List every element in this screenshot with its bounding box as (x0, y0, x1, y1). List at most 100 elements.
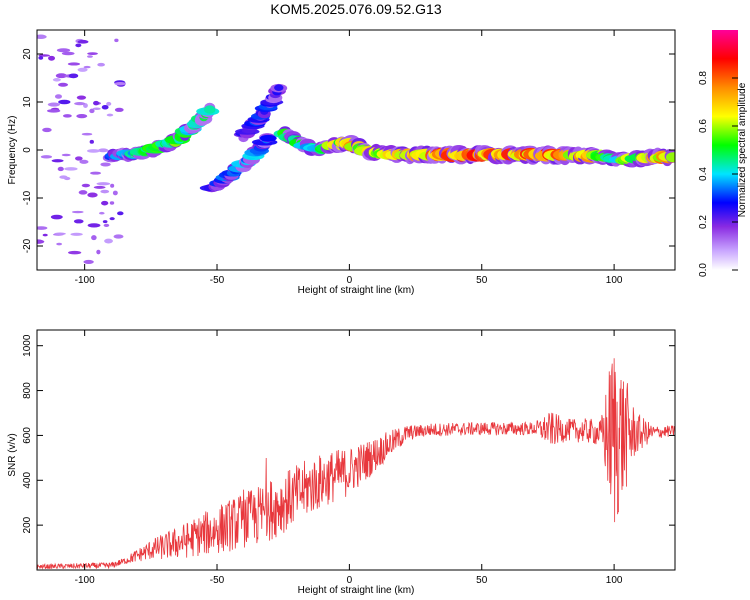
x-tick-label: -100 (75, 275, 95, 286)
spectrogram-cell (79, 159, 89, 164)
spectrogram-cell (78, 190, 88, 195)
spectrogram-cell (76, 95, 87, 100)
spectrogram-cell (109, 201, 115, 205)
spectrogram-cell (97, 148, 109, 153)
spectrogram-cell (76, 114, 88, 119)
spectrogram-cell (109, 217, 115, 221)
x-tick-label: 50 (476, 575, 488, 586)
spectrogram-cell (91, 235, 97, 241)
spectrogram-cell (204, 105, 216, 114)
spectrogram-cell (102, 220, 108, 224)
colorbar-gradient (712, 30, 738, 270)
chart-title: KOM5.2025.076.09.52.G13 (270, 1, 441, 17)
spectrogram-cell (70, 232, 83, 236)
spectrogram-cell (81, 132, 93, 136)
spectrogram-marks (37, 34, 675, 264)
spectrogram-cell (96, 182, 111, 186)
spectrogram-cell (51, 159, 64, 163)
x-tick-label: -100 (75, 575, 95, 586)
spectrogram-cell (274, 84, 284, 91)
spectrogram-cell (77, 39, 89, 44)
snr-x-ticks: -100 -50 0 50 100 (75, 330, 623, 586)
spectrogram-cell (68, 250, 82, 255)
spectrogram-cell (86, 149, 101, 153)
spectrogram-cell (61, 153, 71, 157)
spectrogram-cell (93, 100, 100, 106)
spectrogram-cell (42, 127, 52, 133)
y-tick-label: 0 (22, 147, 33, 153)
spectrogram-cell (87, 52, 98, 56)
spectrogram-cell (40, 155, 53, 159)
x-tick-label: 100 (606, 575, 623, 586)
spectrogram-cell (87, 223, 101, 228)
spectrogram-cell (101, 105, 109, 110)
spectrogram-cell (87, 192, 98, 198)
spectrogram-cell (97, 62, 105, 67)
spectrogram-cell (38, 55, 44, 60)
spectrogram-cell (37, 226, 48, 230)
snr-plot-area (37, 330, 675, 570)
colorbar-tick-label: 0.4 (698, 167, 709, 181)
spectrogram-cell (57, 166, 64, 172)
y-tick-label: 20 (22, 48, 33, 60)
spectrogram-cell (47, 102, 60, 107)
spectrogram-cell (89, 108, 95, 114)
spectrogram-x-label: Height of straight line (km) (298, 285, 415, 296)
colorbar-tick-label: 0.2 (698, 215, 709, 229)
y-tick-label: 200 (22, 516, 33, 533)
spectrogram-cell (106, 113, 114, 117)
snr-frame (36, 329, 676, 571)
spectrogram-cell (56, 48, 71, 53)
colorbar-ticks: 0.0 0.2 0.4 0.6 0.8 (698, 71, 738, 277)
snr-panel: -100 -50 0 50 100 200 400 600 800 1000 Height of… (7, 329, 676, 596)
spectrogram-cell (114, 81, 127, 86)
spectrogram-cell (58, 99, 71, 105)
spectrogram-cell (99, 211, 105, 215)
snr-y-label: SNR (v/v) (7, 433, 18, 476)
spectrogram-cell (87, 55, 93, 58)
spectrogram-cell (48, 55, 56, 61)
spectrogram-cell (100, 189, 110, 194)
spectrogram-cell (68, 73, 79, 79)
spectrogram-cell (117, 211, 124, 216)
spectrogram-y-label: Frequency (Hz) (7, 116, 18, 185)
spectrogram-cell (73, 219, 84, 224)
spectrogram-cell (61, 51, 75, 56)
spectrogram-cell (71, 210, 84, 214)
spectrogram-cell (52, 78, 61, 82)
x-tick-label: -50 (210, 275, 225, 286)
snr-x-label: Height of straight line (km) (298, 585, 415, 596)
y-tick-label: 10 (22, 96, 33, 108)
spectrogram-cell (83, 65, 91, 69)
spectrogram-cell (50, 214, 63, 220)
spectrogram-cell (90, 171, 102, 175)
spectrogram-cell (47, 109, 61, 113)
spectrogram-cell (665, 152, 675, 163)
spectrogram-cell (110, 183, 115, 188)
spectrogram-cell (92, 107, 101, 110)
spectrogram-cell (89, 139, 94, 144)
spectrogram-y-ticks: -20 -10 0 10 20 (22, 48, 675, 253)
spectrogram-cell (62, 114, 72, 118)
y-tick-label: 1000 (22, 334, 33, 357)
spectrogram-cell (96, 249, 101, 255)
spectrogram-cell (100, 162, 111, 167)
x-tick-label: -50 (210, 575, 225, 586)
x-tick-label: 0 (347, 275, 353, 286)
spectrogram-cell (101, 200, 109, 206)
snr-y-ticks: 200 400 600 800 1000 (22, 334, 675, 533)
spectrogram-cell (58, 82, 69, 87)
colorbar: 0.0 0.2 0.4 0.6 0.8 Normalized spectral ampl… (698, 30, 748, 277)
spectrogram-cell (259, 134, 277, 142)
spectrogram-cell (104, 238, 113, 244)
colorbar-tick-label: 0.8 (698, 71, 709, 85)
spectrogram-cell (77, 67, 88, 72)
y-tick-label: 800 (22, 382, 33, 399)
spectrogram-x-ticks: -100 -50 0 50 100 (75, 30, 623, 286)
spectrogram-cell (56, 242, 63, 246)
spectrogram-cell (37, 239, 45, 244)
spectrogram-cell (64, 167, 78, 171)
spectrogram-cell (67, 62, 81, 66)
spectrogram-cell (74, 156, 83, 161)
x-tick-label: 100 (606, 275, 623, 286)
